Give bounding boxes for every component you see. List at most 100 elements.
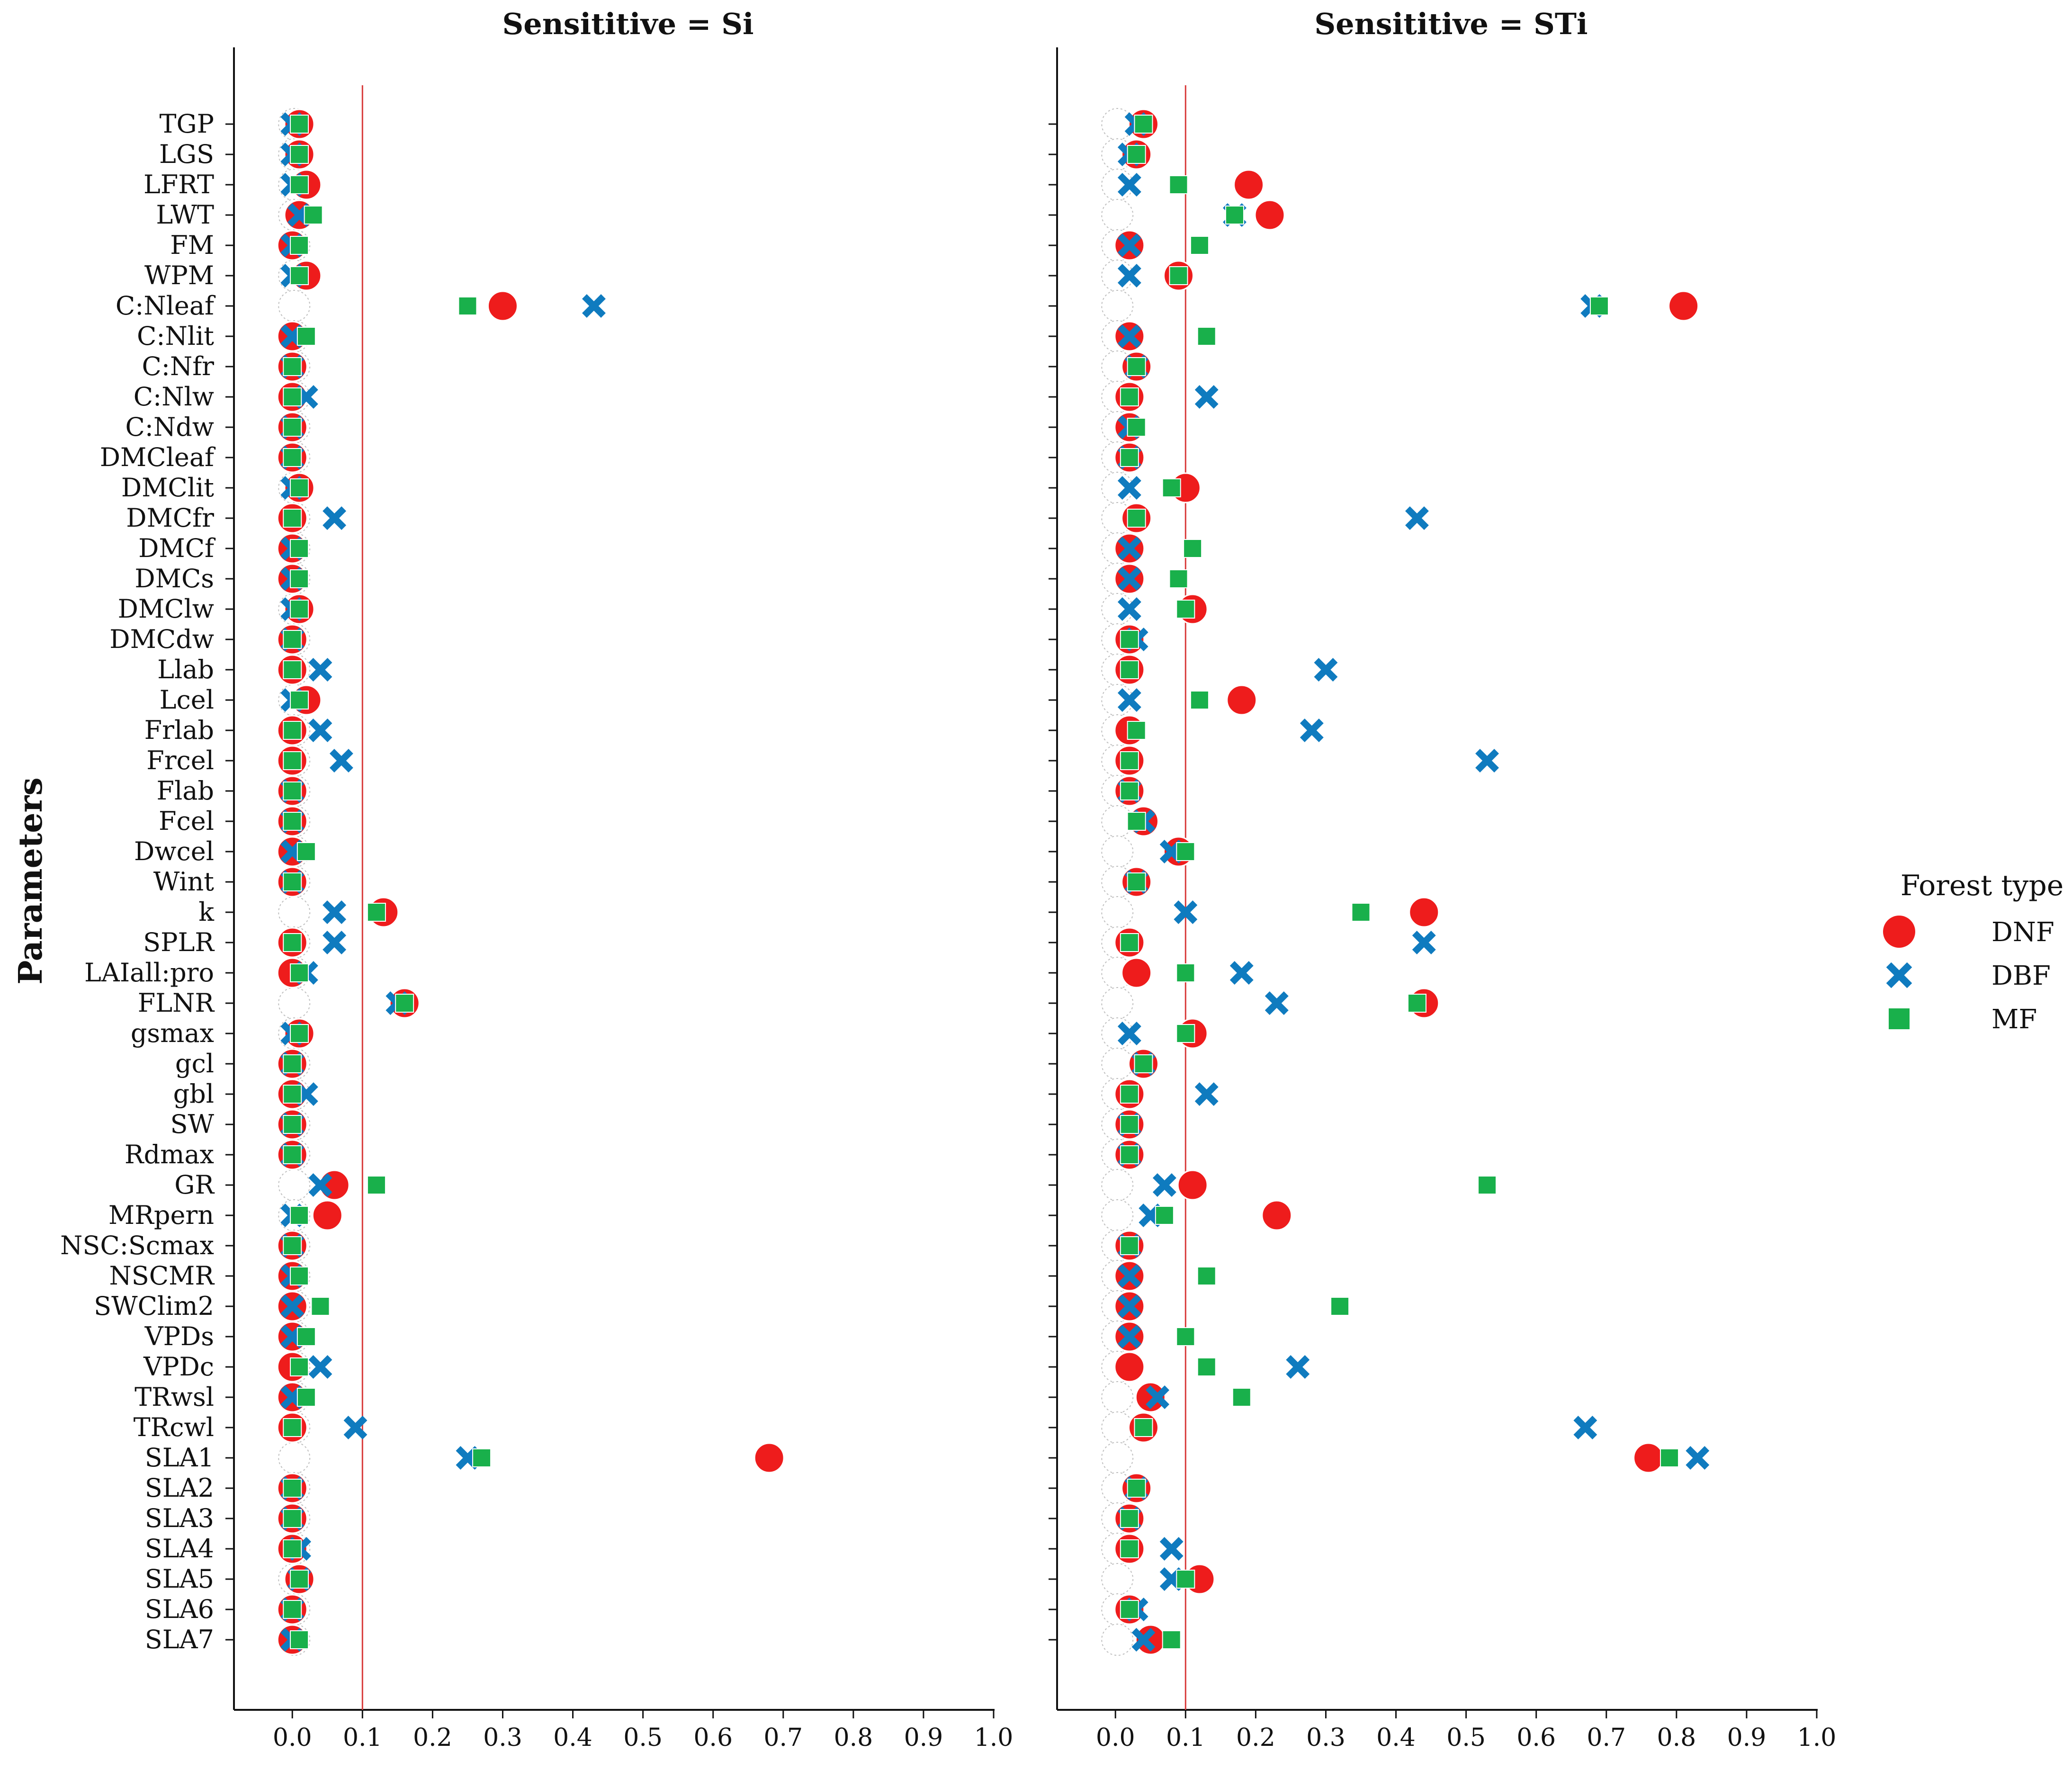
legend-label-dnf: DNF	[1991, 917, 2054, 948]
marker-mf-1-9	[1120, 387, 1139, 406]
param-label-27: SPLR	[143, 927, 215, 957]
marker-dbf-0-13	[323, 506, 347, 530]
param-label-23: Fcel	[159, 806, 214, 836]
marker-dnf-1-44	[1633, 1442, 1664, 1474]
x-tick-label-1-10: 1.0	[1797, 1724, 1837, 1752]
param-label-1: LGS	[159, 139, 214, 169]
marker-mf-1-44	[1660, 1448, 1679, 1467]
marker-dbf-1-21	[1475, 749, 1499, 773]
param-label-29: FLNR	[138, 988, 215, 1018]
marker-dnf-0-44	[753, 1442, 785, 1474]
marker-mf-0-35	[367, 1176, 386, 1195]
marker-mf-1-30	[1176, 1024, 1195, 1043]
marker-mf-1-4	[1190, 236, 1209, 255]
x-tick-label-1-3: 0.3	[1306, 1724, 1345, 1752]
param-label-44: SLA1	[145, 1443, 214, 1473]
marker-mf-0-5	[290, 266, 309, 285]
param-label-50: SLA7	[145, 1625, 214, 1654]
legend-label-mf: MF	[1991, 1004, 2037, 1035]
x-tick-label-0-0: 0.0	[273, 1724, 312, 1752]
x-tick-label-0-5: 0.5	[623, 1724, 663, 1752]
marker-mf-0-3	[304, 206, 323, 225]
param-label-47: SLA4	[145, 1534, 214, 1563]
marker-mf-1-34	[1120, 1145, 1139, 1164]
marker-mf-1-1	[1127, 145, 1146, 164]
param-label-3: LWT	[156, 200, 214, 230]
legend-label-dbf: DBF	[1991, 961, 2051, 991]
marker-mf-0-39	[311, 1297, 330, 1316]
param-label-43: TRcwl	[134, 1412, 214, 1442]
param-label-14: DMCf	[138, 533, 216, 563]
param-label-36: MRpern	[108, 1200, 214, 1230]
marker-dnf-1-26	[1408, 897, 1440, 928]
marker-mf-1-38	[1197, 1267, 1216, 1285]
marker-mf-1-19	[1190, 691, 1209, 710]
marker-dbf-1-5	[1117, 264, 1141, 288]
marker-mf-0-37	[283, 1236, 302, 1255]
x-tick-label-1-6: 0.6	[1516, 1724, 1556, 1752]
param-label-41: VPDc	[143, 1352, 214, 1382]
marker-dnf-1-19	[1226, 684, 1257, 716]
x-tick-label-0-1: 0.1	[343, 1724, 382, 1752]
param-label-18: Llab	[157, 655, 214, 684]
marker-mf-1-2	[1169, 175, 1188, 194]
y-axis-label: Parameters	[12, 777, 50, 984]
marker-mf-1-37	[1120, 1236, 1139, 1255]
marker-mf-1-24	[1176, 842, 1195, 861]
marker-dbf-1-29	[1265, 991, 1289, 1015]
marker-mf-0-14	[290, 539, 309, 558]
marker-mf-0-27	[283, 933, 302, 952]
marker-mf-1-3	[1225, 206, 1244, 225]
halo-1-6	[1101, 290, 1134, 322]
marker-dbf-1-4	[1117, 234, 1141, 257]
legend-marker-mf	[1889, 1008, 1910, 1029]
marker-mf-1-8	[1127, 357, 1146, 376]
halo-1-3	[1101, 199, 1134, 231]
marker-mf-1-29	[1407, 994, 1426, 1013]
marker-mf-1-6	[1589, 296, 1609, 315]
marker-mf-1-14	[1183, 539, 1202, 558]
marker-dbf-0-41	[308, 1355, 332, 1379]
x-tick-label-0-3: 0.3	[483, 1724, 522, 1752]
param-label-0: TGP	[160, 109, 215, 139]
marker-dbf-1-2	[1117, 173, 1141, 197]
param-label-12: DMClit	[121, 473, 214, 503]
x-tick-label-0-9: 0.9	[904, 1724, 943, 1752]
param-label-7: C:Nlit	[137, 321, 214, 351]
x-tick-label-1-1: 0.1	[1166, 1724, 1205, 1752]
marker-dbf-1-19	[1117, 688, 1141, 712]
marker-dnf-0-6	[487, 290, 518, 322]
marker-dnf-1-6	[1668, 290, 1699, 322]
marker-mf-1-15	[1169, 569, 1188, 588]
param-label-40: VPDs	[144, 1321, 214, 1351]
param-label-2: LFRT	[144, 170, 214, 199]
param-label-19: Lcel	[160, 685, 214, 715]
marker-mf-1-21	[1120, 751, 1139, 770]
legend-marker-dnf	[1883, 916, 1915, 948]
marker-dnf-1-28	[1121, 957, 1152, 988]
marker-mf-1-36	[1155, 1206, 1174, 1225]
halo-1-50	[1101, 1624, 1134, 1656]
marker-dnf-1-36	[1261, 1200, 1292, 1231]
param-label-11: DMCleaf	[100, 442, 216, 472]
marker-dbf-0-43	[343, 1416, 368, 1439]
marker-dbf-1-7	[1117, 324, 1141, 348]
param-label-5: WPM	[144, 261, 214, 290]
param-label-28: LAIall:pro	[84, 958, 214, 988]
marker-dbf-1-16	[1117, 597, 1141, 621]
marker-mf-0-34	[283, 1145, 302, 1164]
marker-mf-0-1	[290, 145, 309, 164]
marker-dbf-1-39	[1117, 1294, 1141, 1318]
halo-0-35	[278, 1169, 311, 1201]
marker-dbf-1-18	[1314, 658, 1338, 682]
marker-dbf-1-28	[1229, 961, 1254, 985]
marker-dbf-0-6	[582, 294, 606, 318]
marker-mf-0-21	[283, 751, 302, 770]
marker-mf-0-19	[290, 691, 309, 710]
param-label-46: SLA3	[145, 1503, 214, 1533]
marker-mf-0-17	[283, 630, 302, 649]
param-label-22: Flab	[157, 776, 215, 806]
param-label-20: Frlab	[144, 715, 214, 745]
legend-title: Forest type	[1901, 869, 2064, 902]
